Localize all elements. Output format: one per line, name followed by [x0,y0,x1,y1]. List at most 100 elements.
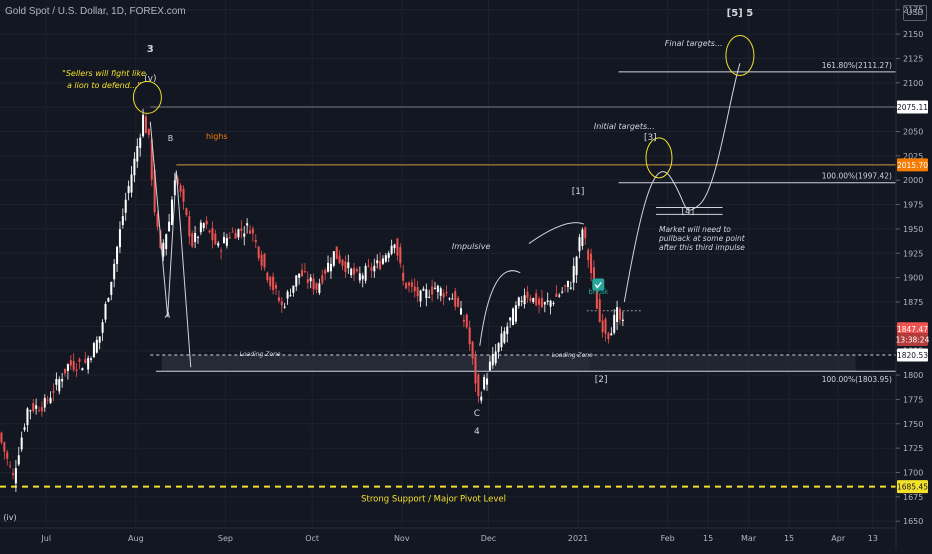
candle-body [566,280,569,287]
candle-body [185,208,188,216]
candle-body [95,339,98,353]
candle-body [410,282,413,287]
candle-body [500,333,503,348]
initial-targets-label: Initial targets... [594,122,655,131]
candle-body [379,260,382,270]
candle-body [488,361,491,371]
candle-body [144,116,147,134]
candle-body [38,410,41,412]
candle-body [338,255,341,264]
candle-body [549,300,552,307]
loading-zone-right-label: Loading Zone [552,352,593,359]
candle-body [208,230,211,233]
ellipse-5 [725,35,755,77]
candle-body [373,265,376,272]
candle-body [17,455,20,465]
candle-body [387,253,390,258]
candle-body [69,360,72,366]
wave-1b-label: [1] [572,187,585,197]
candle-body [153,169,156,213]
candle-body [179,185,182,192]
candle-body [324,269,327,274]
candle-body [413,286,416,292]
candle-body [292,285,295,293]
candle-body [471,341,474,359]
time-tick-label: Mar [741,534,757,543]
loading-zone-left [161,355,590,372]
wave-5b-label: [5] 5 [727,8,754,19]
candle-body [621,319,624,322]
price-label-box [897,322,928,336]
candle-body [43,398,46,408]
candle-body [407,282,410,286]
price-tick-label: 2025 [903,152,923,161]
candle-body [133,158,136,176]
candle-body [312,278,315,290]
time-axis[interactable]: Jul Aug Sep Oct Nov Dec 2021 Feb 15 Mar 15 Apr 13 [0,527,896,543]
candle-body [66,364,69,371]
candle-body [52,390,55,393]
wave-4-label: 4 [474,427,480,437]
candle-body [569,287,572,289]
ellipse-v [132,80,162,114]
candle-body [289,295,292,297]
candle-body [87,357,90,370]
candle-body [136,146,139,162]
time-tick-label: Feb [661,534,675,543]
price-label-box [897,480,928,494]
candle-body [237,229,240,238]
candle-body [610,333,613,336]
candle-body [419,290,422,302]
price-tick-label: 1700 [903,468,923,477]
final-targets-label: Final targets... [665,39,723,48]
candle-body [462,319,465,322]
candle-body [156,213,159,227]
price-tick-label: 1775 [903,395,923,404]
time-tick-label: Jul [40,534,51,543]
candle-body [564,285,567,287]
candle-body [182,188,185,202]
candle-body [269,276,272,287]
candle-body [20,437,23,450]
time-tick-label: Dec [481,534,496,543]
candle-body [535,293,538,306]
candle-body [578,237,581,252]
candle-body [561,291,564,293]
currency-badge[interactable]: USD [903,5,927,21]
candle-body [451,298,454,300]
candle-body [402,272,405,281]
candle-body [555,293,558,297]
candle-body [231,231,234,233]
candle-body [107,298,110,302]
quote-line-2: a lion to defend..." [67,81,141,90]
candle-body [595,288,598,309]
wave-abc-lines [149,121,192,368]
highs-label: highs [206,132,228,141]
candle-body [540,297,543,308]
candle-body [329,263,332,272]
candle-body [358,273,361,281]
candle-body [335,246,338,260]
candle-body [442,293,445,298]
time-tick-label: 2021 [568,534,588,543]
price-label-text: 2015.70 [897,161,928,170]
candle-body [376,260,379,264]
candle-body [26,408,29,426]
candle-body [616,307,619,322]
price-tick-label: 1650 [903,517,923,526]
candle-body [81,368,84,371]
price-label-text: 1685.45 [897,483,928,492]
quote-line-1: "Sellers will fight like [62,69,146,78]
impulsive-curve-b [528,222,585,244]
candle-body [526,291,529,299]
candle-body [552,302,555,304]
candle-body [538,298,541,305]
candle-body [32,403,35,412]
candle-body [353,268,356,275]
candle-body [130,174,133,193]
candle-body [205,220,208,225]
price-tick-label: 2000 [903,176,923,185]
